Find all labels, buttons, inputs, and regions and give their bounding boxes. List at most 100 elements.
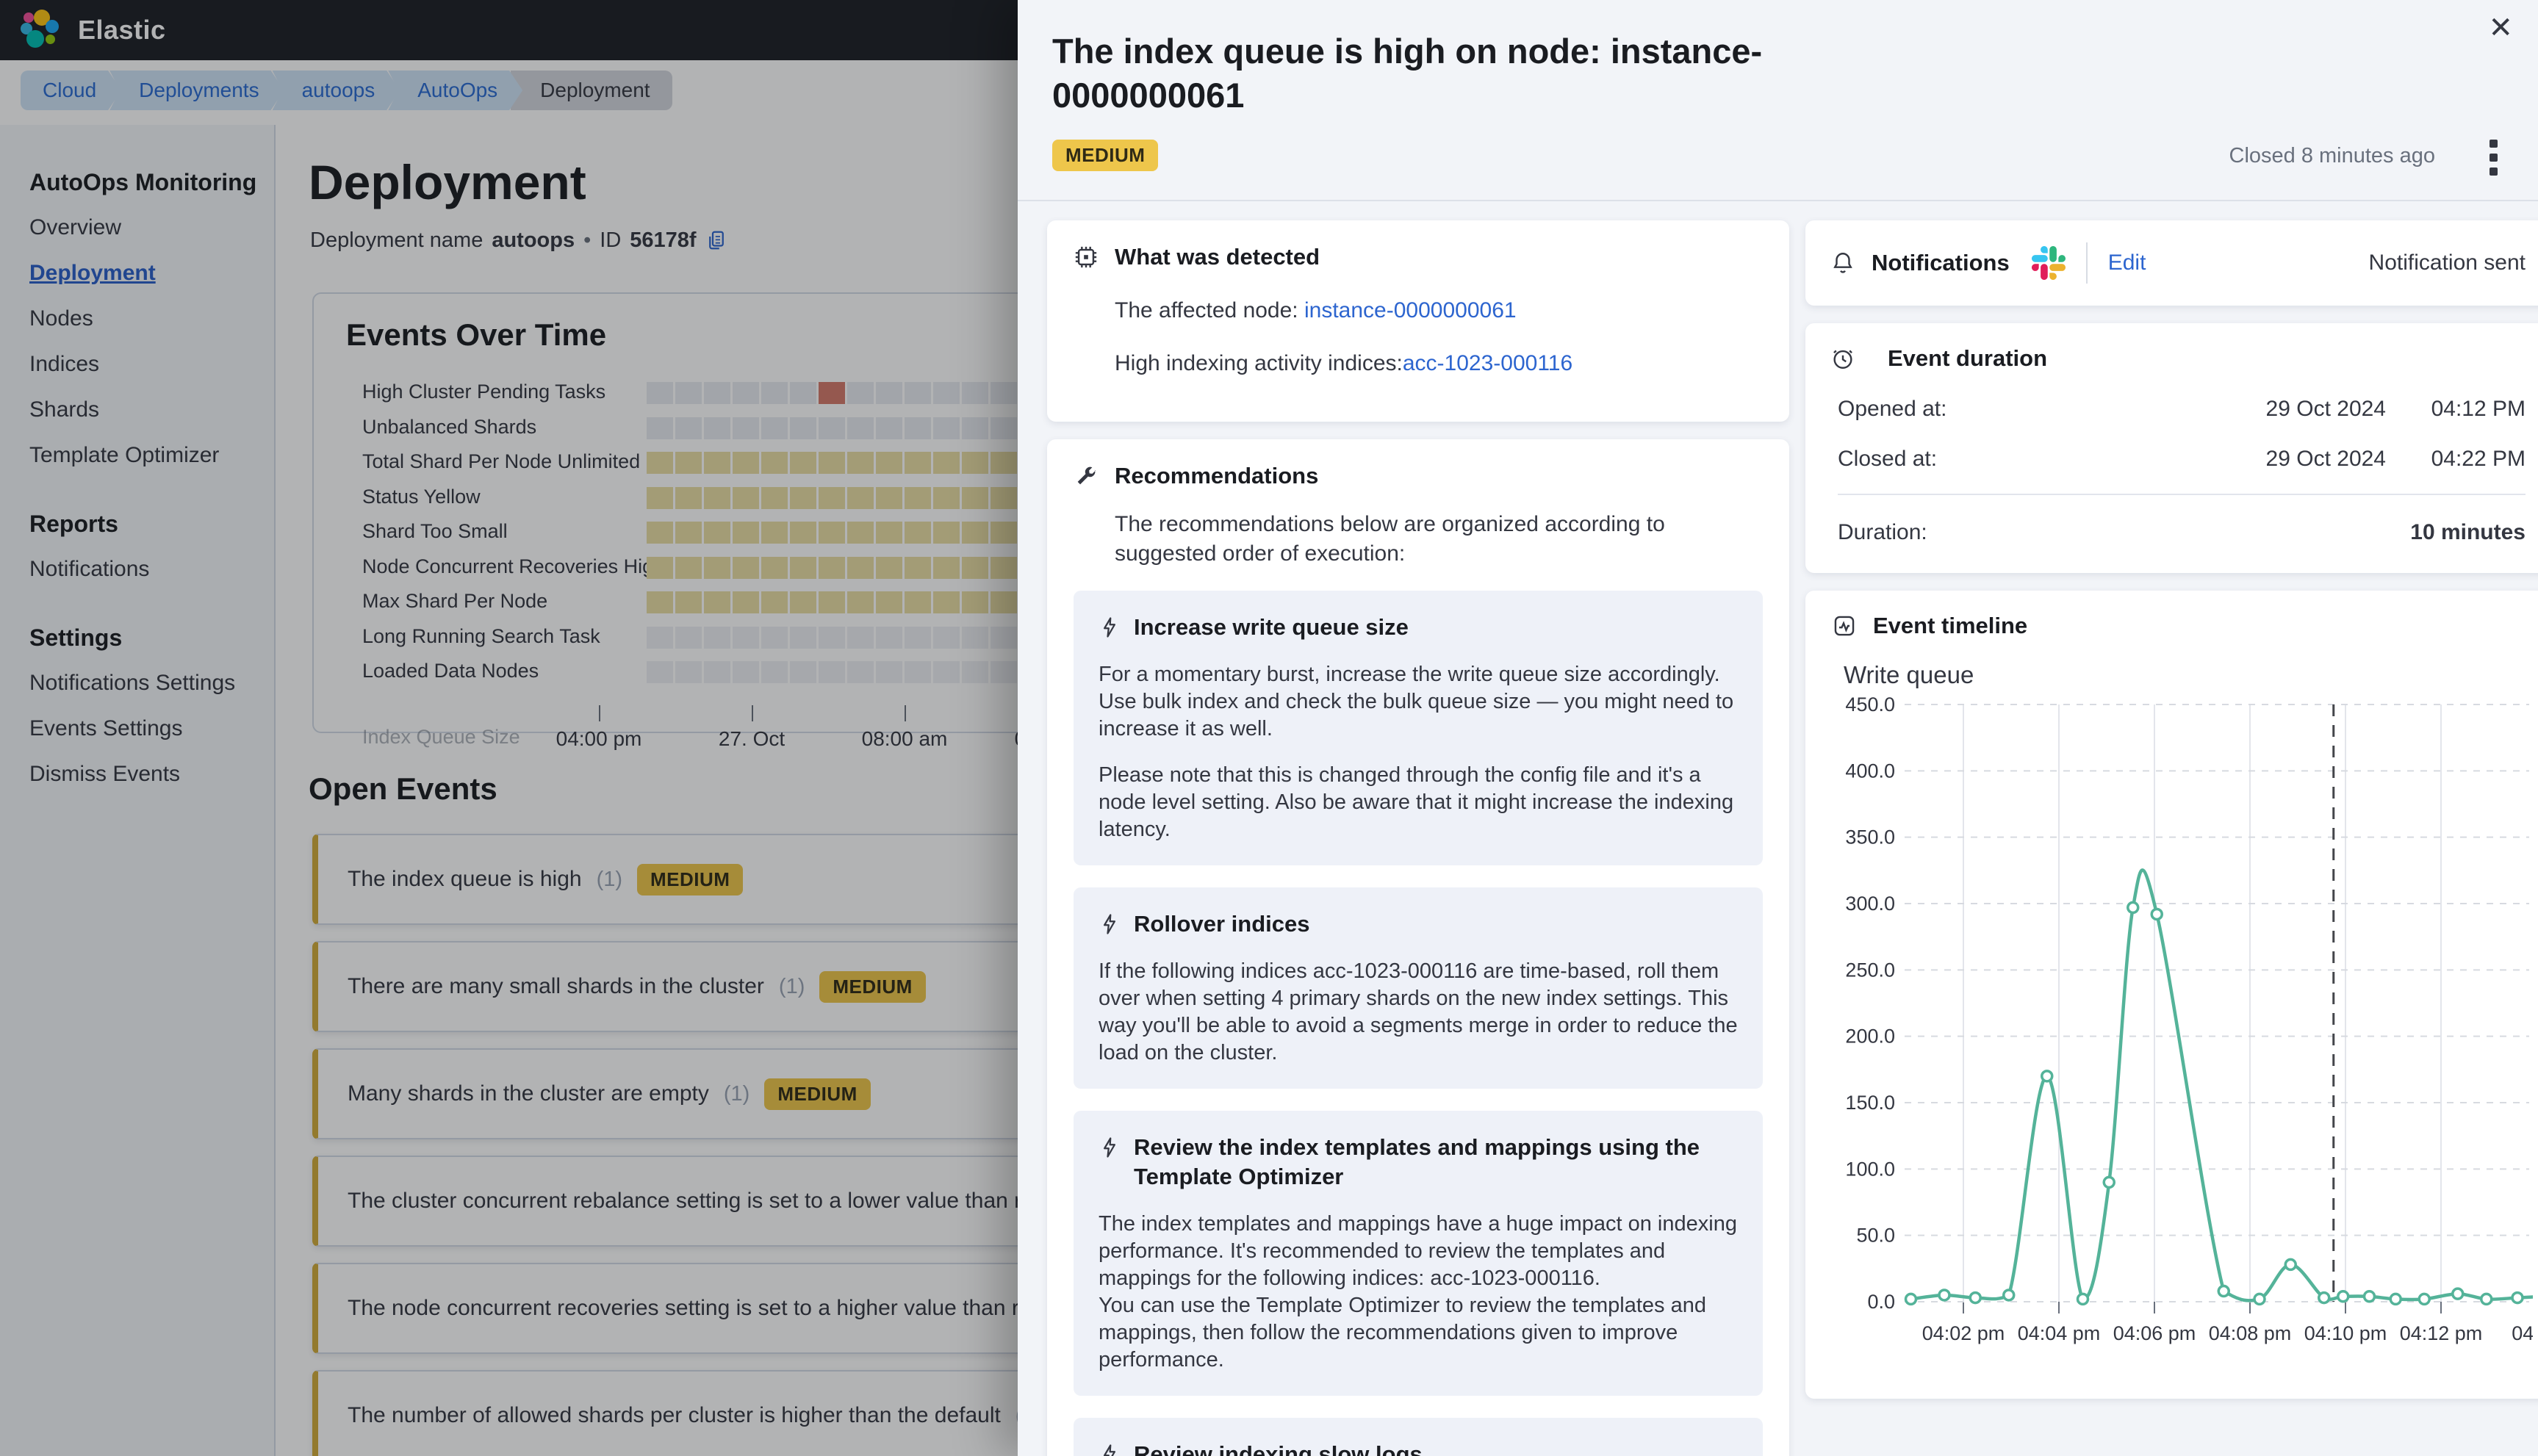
eot-cell-none[interactable] bbox=[962, 417, 988, 439]
eot-cell-low[interactable] bbox=[847, 626, 874, 649]
eot-cell-medium[interactable] bbox=[962, 591, 988, 613]
eot-cell-medium[interactable] bbox=[933, 522, 960, 544]
eot-cell-high[interactable] bbox=[819, 382, 845, 404]
sidebar-item-dismiss-events[interactable]: Dismiss Events bbox=[29, 762, 181, 786]
eot-cell-none[interactable] bbox=[761, 382, 788, 404]
eot-cell-low[interactable] bbox=[761, 626, 788, 649]
eot-cell-medium[interactable] bbox=[991, 522, 1017, 544]
affected-node-link[interactable]: instance-0000000061 bbox=[1304, 298, 1517, 322]
eot-cell-medium[interactable] bbox=[905, 556, 931, 579]
sidebar-item-notifications-settings[interactable]: Notifications Settings bbox=[29, 671, 236, 695]
eot-cell-medium[interactable] bbox=[733, 522, 759, 544]
eot-cell-none[interactable] bbox=[962, 382, 988, 404]
eot-cell-medium[interactable] bbox=[675, 486, 702, 509]
eot-cell-none[interactable] bbox=[675, 382, 702, 404]
eot-cell-low[interactable] bbox=[933, 661, 960, 683]
sidebar-item-deployment[interactable]: Deployment bbox=[29, 261, 156, 285]
eot-cell-none[interactable] bbox=[704, 382, 730, 404]
eot-cell-medium[interactable] bbox=[704, 452, 730, 474]
eot-cell-low[interactable] bbox=[962, 661, 988, 683]
eot-cell-none[interactable] bbox=[847, 382, 874, 404]
eot-cell-medium[interactable] bbox=[819, 452, 845, 474]
eot-cell-none[interactable] bbox=[933, 417, 960, 439]
eot-cell-medium[interactable] bbox=[733, 591, 759, 613]
sidebar-item-nodes[interactable]: Nodes bbox=[29, 306, 93, 331]
eot-cell-medium[interactable] bbox=[905, 452, 931, 474]
eot-cell-medium[interactable] bbox=[991, 486, 1017, 509]
eot-cell-none[interactable] bbox=[905, 382, 931, 404]
eot-cell-medium[interactable] bbox=[847, 486, 874, 509]
eot-cell-medium[interactable] bbox=[761, 452, 788, 474]
eot-cell-low[interactable] bbox=[905, 626, 931, 649]
eot-cell-none[interactable] bbox=[733, 417, 759, 439]
eot-cell-medium[interactable] bbox=[876, 522, 902, 544]
eot-cell-low[interactable] bbox=[876, 661, 902, 683]
eot-cell-low[interactable] bbox=[790, 661, 816, 683]
eot-cell-low[interactable] bbox=[647, 661, 673, 683]
eot-cell-medium[interactable] bbox=[733, 452, 759, 474]
sidebar-item-template-optimizer[interactable]: Template Optimizer bbox=[29, 443, 220, 467]
sidebar-item-overview[interactable]: Overview bbox=[29, 215, 122, 239]
eot-cell-none[interactable] bbox=[647, 382, 673, 404]
eot-cell-none[interactable] bbox=[675, 417, 702, 439]
sidebar-item-shards[interactable]: Shards bbox=[29, 397, 100, 422]
eot-cell-medium[interactable] bbox=[962, 452, 988, 474]
eot-cell-none[interactable] bbox=[876, 382, 902, 404]
eot-cell-low[interactable] bbox=[704, 626, 730, 649]
eot-cell-medium[interactable] bbox=[819, 522, 845, 544]
eot-cell-medium[interactable] bbox=[790, 522, 816, 544]
eot-cell-low[interactable] bbox=[790, 626, 816, 649]
eot-cell-medium[interactable] bbox=[647, 452, 673, 474]
eot-cell-medium[interactable] bbox=[991, 556, 1017, 579]
write-queue-chart[interactable]: 04:02 pm 04:04 pm 04:06 pm 04:08 pm 04:10 pm… bbox=[1827, 693, 2533, 1358]
copy-id-icon[interactable] bbox=[705, 228, 727, 253]
eot-cell-medium[interactable] bbox=[876, 556, 902, 579]
eot-cell-low[interactable] bbox=[991, 626, 1017, 649]
index-link[interactable]: acc-1023-000116 bbox=[1402, 351, 1573, 375]
eot-cell-medium[interactable] bbox=[991, 591, 1017, 613]
eot-cell-medium[interactable] bbox=[933, 556, 960, 579]
eot-cell-medium[interactable] bbox=[790, 556, 816, 579]
eot-cell-low[interactable] bbox=[704, 661, 730, 683]
sidebar-item-indices[interactable]: Indices bbox=[29, 352, 100, 376]
eot-cell-medium[interactable] bbox=[761, 486, 788, 509]
eot-cell-medium[interactable] bbox=[704, 486, 730, 509]
edit-notifications-link[interactable]: Edit bbox=[2107, 251, 2146, 275]
eot-cell-medium[interactable] bbox=[962, 522, 988, 544]
eot-cell-medium[interactable] bbox=[704, 591, 730, 613]
eot-cell-medium[interactable] bbox=[819, 591, 845, 613]
eot-cell-medium[interactable] bbox=[733, 486, 759, 509]
eot-cell-medium[interactable] bbox=[819, 556, 845, 579]
sidebar-item-notifications[interactable]: Notifications bbox=[29, 557, 150, 581]
eot-cell-medium[interactable] bbox=[933, 591, 960, 613]
close-icon[interactable]: ✕ bbox=[2488, 12, 2513, 44]
eot-cell-medium[interactable] bbox=[675, 452, 702, 474]
eot-cell-none[interactable] bbox=[733, 382, 759, 404]
eot-cell-medium[interactable] bbox=[761, 591, 788, 613]
eot-cell-low[interactable] bbox=[675, 626, 702, 649]
eot-disabled-row-label[interactable]: Index Queue Size bbox=[362, 725, 520, 748]
eot-cell-medium[interactable] bbox=[991, 452, 1017, 474]
breadcrumb-deployments[interactable]: Deployments bbox=[109, 71, 284, 110]
eot-cell-medium[interactable] bbox=[876, 591, 902, 613]
eot-cell-medium[interactable] bbox=[847, 556, 874, 579]
eot-cell-medium[interactable] bbox=[647, 486, 673, 509]
eot-cell-medium[interactable] bbox=[962, 556, 988, 579]
eot-cell-medium[interactable] bbox=[819, 486, 845, 509]
breadcrumb-cloud[interactable]: Cloud bbox=[21, 71, 121, 110]
eot-cell-medium[interactable] bbox=[933, 486, 960, 509]
eot-cell-none[interactable] bbox=[847, 417, 874, 439]
eot-cell-low[interactable] bbox=[761, 661, 788, 683]
eot-cell-medium[interactable] bbox=[647, 556, 673, 579]
eot-cell-medium[interactable] bbox=[647, 591, 673, 613]
eot-cell-low[interactable] bbox=[733, 661, 759, 683]
breadcrumb-autoops[interactable]: AutoOps bbox=[388, 71, 522, 110]
eot-cell-medium[interactable] bbox=[704, 522, 730, 544]
eot-cell-none[interactable] bbox=[991, 417, 1017, 439]
eot-cell-none[interactable] bbox=[704, 417, 730, 439]
eot-cell-medium[interactable] bbox=[704, 556, 730, 579]
eot-cell-medium[interactable] bbox=[905, 522, 931, 544]
eot-cell-medium[interactable] bbox=[675, 591, 702, 613]
eot-cell-none[interactable] bbox=[905, 417, 931, 439]
eot-cell-medium[interactable] bbox=[905, 486, 931, 509]
